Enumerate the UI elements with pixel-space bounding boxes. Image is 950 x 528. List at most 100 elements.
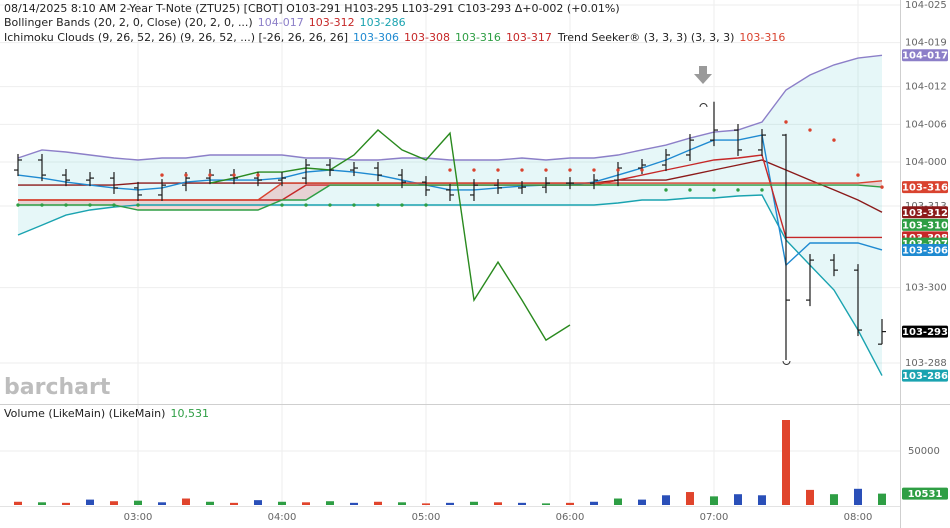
price-label: 103-293 [902, 327, 948, 338]
trend-dot [88, 203, 92, 207]
trend-dot [520, 168, 524, 172]
chart-title: 08/14/2025 8:10 AM 2-Year T-Note (ZTU25)… [4, 2, 620, 15]
price-label-box [902, 181, 948, 194]
price-label: 103-310 [902, 220, 948, 231]
trend-dot [640, 168, 644, 172]
volume-label: 10531 [908, 489, 943, 500]
trend-dot [880, 185, 884, 189]
y-tick-label: 103-300 [905, 283, 947, 294]
trend-dot [616, 168, 620, 172]
cloud-fill [18, 180, 882, 210]
trend-dot [856, 173, 860, 177]
watermark: barchart [4, 375, 111, 400]
trend-dot [712, 188, 716, 192]
y-tick-label: 104-012 [905, 82, 947, 93]
indicator-readout: 104-017 [258, 16, 304, 29]
volume-title: Volume (LikeMain) (LikeMain) [4, 407, 165, 420]
price-label-box [902, 206, 948, 219]
volume-bar [86, 499, 94, 505]
event-arrow [694, 66, 712, 84]
indicator-readout: 103-306 [353, 31, 399, 44]
y-tick-label: 50000 [908, 446, 940, 457]
x-tick-label: 03:00 [124, 512, 153, 523]
trend-dot [832, 138, 836, 142]
volume-bar [565, 502, 574, 505]
indicator-readout: 103-316 [455, 31, 501, 44]
price-label-box [902, 243, 948, 256]
price-panel [0, 0, 900, 506]
indicator-readout: 103-286 [360, 16, 406, 29]
trend-dot [64, 203, 68, 207]
price-label-box [902, 49, 948, 62]
trend-dot [568, 168, 572, 172]
volume-bar [734, 494, 742, 505]
volume-readout: 10,531 [170, 407, 209, 420]
volume-bar [662, 495, 670, 505]
trend-dot [16, 203, 20, 207]
volume-bar [709, 496, 718, 505]
price-label-box [902, 325, 948, 338]
volume-legend: Volume (LikeMain) (LikeMain) 10,531 [4, 407, 209, 420]
trend-dot [280, 203, 284, 207]
indicator-name: Bollinger Bands (20, 2, 0, Close) (20, 2… [4, 16, 253, 29]
indicator-name: Ichimoku Clouds (9, 26, 52, 26) (9, 26, … [4, 31, 348, 44]
volume-bar [806, 489, 814, 505]
indicator-name: Trend Seeker® (3, 3, 3) (3, 3, 3) [557, 31, 735, 44]
trend-dot [808, 128, 812, 132]
indicator-readout: 103-312 [309, 16, 355, 29]
volume-bar [829, 494, 838, 505]
indicator-readout: 103-317 [506, 31, 552, 44]
volume-bar [493, 502, 502, 505]
volume-bar [374, 501, 382, 505]
legend-row: Bollinger Bands (20, 2, 0, Close) (20, 2… [4, 16, 406, 29]
price-label: 103-312 [902, 208, 948, 219]
volume-bar [205, 501, 214, 505]
volume-bar [853, 488, 862, 505]
trend-dot [352, 203, 356, 207]
volume-bar [637, 499, 646, 505]
trend-dot [664, 188, 668, 192]
trend-dot [328, 203, 332, 207]
volume-bar [158, 502, 166, 505]
trend-dot [688, 188, 692, 192]
trend-dot [760, 188, 764, 192]
indicator-readout: 103-308 [404, 31, 450, 44]
volume-bar [757, 495, 766, 505]
y-tick-label: 104-025 [905, 0, 947, 11]
volume-bar [613, 498, 622, 505]
price-label-box [902, 369, 948, 382]
trend-dot [136, 203, 140, 207]
volume-bar [109, 501, 118, 505]
volume-bar [590, 501, 598, 505]
y-tick-label: 103-288 [905, 358, 947, 369]
volume-bar [685, 492, 694, 505]
legend-row: Ichimoku Clouds (9, 26, 52, 26) (9, 26, … [4, 31, 785, 44]
volume-bar [253, 500, 262, 505]
price-label: 103-286 [902, 371, 948, 382]
volume-bar [61, 502, 70, 505]
volume-label-box [902, 487, 948, 500]
indicator-readout: 103-316 [739, 31, 785, 44]
trend-dot [256, 173, 260, 177]
price-label: 103-306 [902, 245, 948, 256]
x-tick-label: 06:00 [556, 512, 585, 523]
trend-dot [472, 168, 476, 172]
indicator-line [209, 129, 571, 342]
trend-dot [184, 173, 188, 177]
trend-dot [544, 168, 548, 172]
low-marker [782, 360, 791, 365]
y-tick-label: 104-000 [905, 157, 947, 168]
volume-bar [781, 420, 790, 505]
trend-dot [208, 173, 212, 177]
volume-bar [181, 498, 190, 505]
volume-bar [878, 493, 886, 505]
volume-bar [302, 502, 310, 505]
volume-bar [37, 502, 46, 505]
trend-dot [160, 173, 164, 177]
volume-bar [397, 502, 406, 505]
volume-bar [541, 503, 550, 505]
